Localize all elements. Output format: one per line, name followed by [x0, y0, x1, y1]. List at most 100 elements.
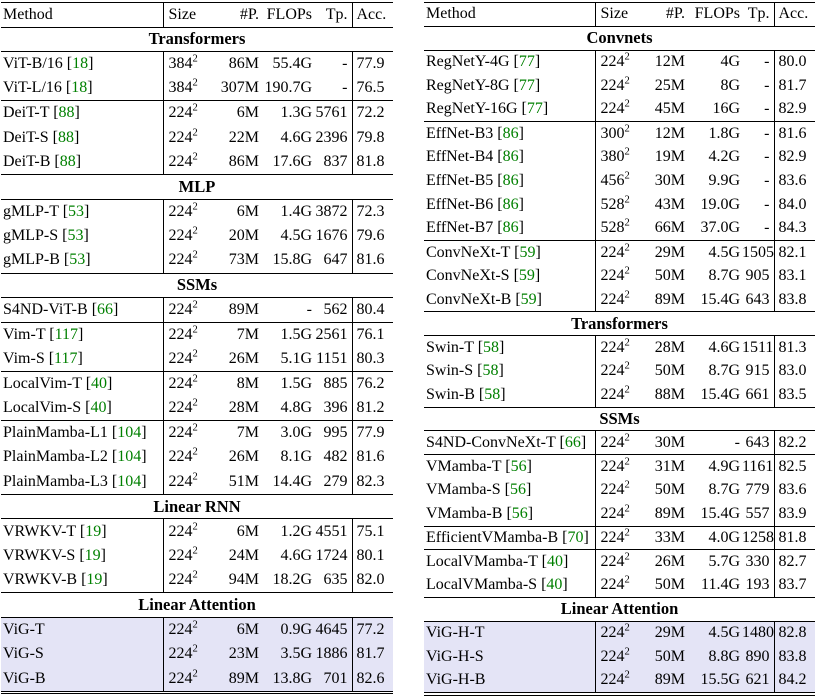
- size-exponent: 2: [192, 619, 198, 631]
- accuracy-cell: 83.6: [773, 169, 815, 193]
- table-row: ViG-H-T 2242 29M 4.5G 1480 82.8: [424, 620, 815, 646]
- size-exponent: 2: [192, 324, 198, 336]
- size-cell: 2242: [162, 100, 216, 126]
- citation-ref[interactable]: 56: [509, 481, 526, 499]
- accuracy-cell: 84.3: [773, 216, 815, 241]
- size-exponent: 2: [624, 670, 630, 682]
- citation-ref[interactable]: 59: [520, 290, 537, 308]
- throughput-cell: 915: [745, 362, 770, 380]
- size-exponent: 2: [624, 456, 630, 468]
- citation-ref[interactable]: 86: [502, 124, 519, 142]
- throughput-cell: 701: [314, 666, 352, 692]
- method-name: VRWKV-S: [3, 546, 76, 564]
- citation-ref[interactable]: 77: [526, 100, 543, 118]
- flops-cell: 8.8G: [688, 645, 742, 669]
- citation-ref[interactable]: 40: [90, 399, 107, 417]
- size-cell: 2242: [162, 469, 216, 495]
- citation-ref[interactable]: 88: [57, 128, 74, 146]
- citation-ref[interactable]: 53: [69, 251, 86, 269]
- table-row: RegNetY-4G [77] 2242 12M 4G -80.0: [424, 49, 815, 74]
- citation-ref[interactable]: 59: [519, 243, 536, 261]
- method-cell: VMamba-B [56]: [426, 504, 534, 522]
- citation-ref[interactable]: 19: [85, 522, 102, 540]
- column-header-row: Method Size #P. FLOPs Tp. Acc.: [424, 2, 815, 27]
- size-exponent: 2: [624, 480, 630, 491]
- size-cell: 2242: [594, 525, 645, 550]
- method-cell: VMamba-S [56]: [426, 481, 532, 499]
- citation-ref[interactable]: 58: [482, 362, 499, 380]
- citation-ref[interactable]: 66: [97, 300, 114, 318]
- size-exponent: 2: [624, 432, 630, 444]
- citation-ref[interactable]: 56: [510, 457, 527, 475]
- accuracy-cell: 81.8: [773, 525, 815, 550]
- throughput-cell: 837: [323, 153, 348, 171]
- citation-ref[interactable]: 88: [59, 153, 76, 171]
- citation-ref[interactable]: 104: [117, 448, 142, 466]
- size-exponent: 2: [192, 545, 198, 557]
- throughput-cell: -: [314, 51, 352, 77]
- size-cell: 2242: [594, 454, 645, 479]
- size-cell: 2242: [594, 620, 645, 646]
- citation-ref[interactable]: 77: [518, 53, 535, 71]
- section-header-row: Linear Attention: [1, 592, 393, 618]
- citation-ref[interactable]: 117: [54, 325, 79, 343]
- citation-ref[interactable]: 117: [54, 349, 78, 367]
- citation-ref[interactable]: 86: [502, 219, 519, 237]
- citation-ref[interactable]: 56: [511, 504, 528, 522]
- method-name: ViG-B: [3, 669, 46, 687]
- params-cell: 19M: [654, 148, 685, 166]
- params-cell: 6M: [216, 518, 262, 544]
- citation-ref[interactable]: 86: [502, 148, 519, 166]
- citation-ref[interactable]: 88: [58, 104, 75, 122]
- params-cell: 94M: [228, 571, 259, 589]
- accuracy-cell: 75.1: [351, 518, 393, 544]
- throughput-cell: 635: [323, 571, 348, 589]
- size-cell: 2242: [594, 430, 645, 455]
- accuracy-cell: 82.7: [773, 549, 815, 574]
- accuracy-cell: 83.0: [773, 359, 815, 384]
- table-row: LocalVMamba-S [40] 2242 50M 11.4G 193 83.7: [424, 573, 815, 598]
- params-cell: 26M: [645, 549, 688, 574]
- throughput-cell: 1886: [314, 641, 352, 667]
- citation-ref[interactable]: 40: [547, 552, 563, 570]
- citation-ref[interactable]: 104: [117, 424, 142, 442]
- params-cell: 12M: [645, 120, 688, 146]
- throughput-cell: 647: [323, 251, 348, 269]
- flops-cell: 13.8G: [262, 666, 314, 692]
- citation-ref[interactable]: 58: [484, 385, 501, 403]
- citation-ref[interactable]: 59: [518, 267, 535, 285]
- size-exponent: 2: [192, 78, 198, 89]
- throughput-cell: 5761: [314, 100, 352, 126]
- citation-ref[interactable]: 53: [68, 202, 85, 220]
- citation-ref[interactable]: 58: [483, 338, 500, 356]
- method-name: VMamba-T: [426, 457, 502, 475]
- throughput-cell: -: [342, 79, 348, 97]
- throughput-cell: 3872: [314, 198, 352, 224]
- flops-cell: 4.5G: [280, 227, 312, 245]
- table-row: ViG-T 2242 6M 0.9G 4645 77.2: [1, 616, 393, 642]
- method-name: VMamba-B: [426, 504, 503, 522]
- size-cell: 2242: [594, 97, 645, 122]
- method-cell: PlainMamba-L3 [104]: [3, 472, 147, 490]
- citation-ref[interactable]: 40: [91, 374, 108, 392]
- throughput-cell: -: [742, 120, 774, 146]
- citation-ref[interactable]: 53: [67, 227, 84, 245]
- citation-ref[interactable]: 19: [84, 546, 101, 564]
- citation-ref[interactable]: 18: [72, 55, 89, 73]
- section-title: Linear RNN: [1, 493, 393, 520]
- citation-ref[interactable]: 40: [546, 576, 563, 594]
- citation-ref[interactable]: 77: [518, 76, 535, 94]
- citation-ref[interactable]: 66: [564, 433, 581, 451]
- table-row: VMamba-T [56] 2242 31M 4.9G 1161 82.5: [424, 454, 815, 479]
- citation-ref[interactable]: 104: [117, 472, 142, 490]
- results-table-left: Method Size #P. FLOPs Tp. Acc. Transformers ViT…: [1, 2, 393, 692]
- citation-ref[interactable]: 18: [71, 79, 88, 97]
- method-cell: ViG-S: [1, 641, 163, 667]
- citation-ref[interactable]: 86: [502, 195, 519, 213]
- throughput-cell: 1161: [742, 454, 774, 479]
- citation-ref[interactable]: 86: [502, 171, 519, 189]
- citation-ref[interactable]: 19: [86, 571, 103, 589]
- throughput-cell: -: [764, 76, 770, 94]
- method-name: Swin-T: [426, 338, 474, 356]
- citation-ref[interactable]: 70: [567, 528, 584, 546]
